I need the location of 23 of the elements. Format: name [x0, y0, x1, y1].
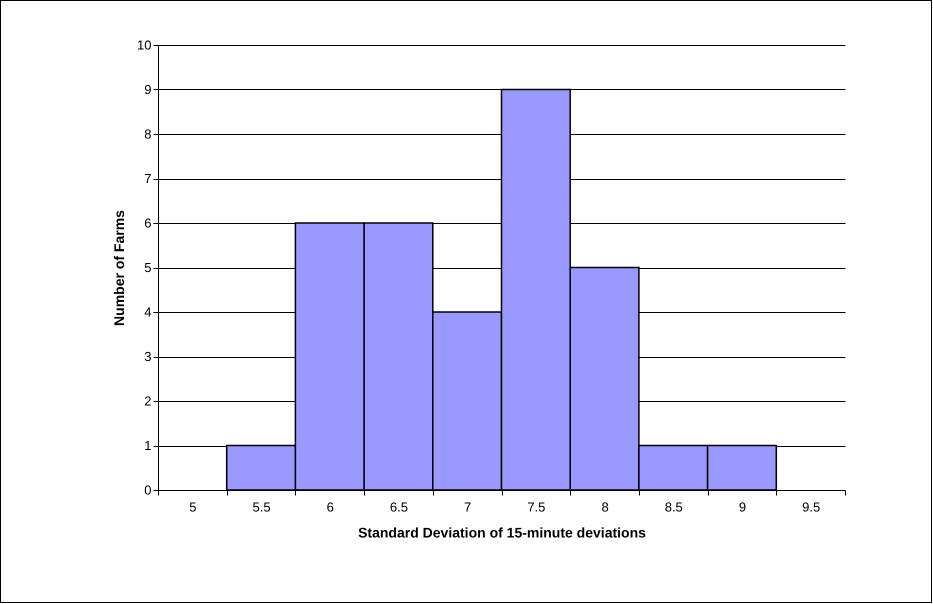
y-tick-label: 6: [144, 216, 152, 230]
y-tick-label: 1: [144, 438, 152, 453]
x-tick-label: 7: [464, 500, 472, 514]
y-axis-title: Number of Farms: [111, 210, 128, 326]
x-tick-label: 9.5: [802, 500, 820, 514]
y-tick-label: 4: [144, 304, 152, 320]
x-tick-label: 7.5: [527, 500, 546, 514]
y-tick-label: 3: [144, 349, 152, 364]
x-tick-label: 9: [738, 500, 746, 514]
y-tick-label: 10: [137, 38, 152, 52]
y-tick-label: 9: [144, 82, 152, 97]
x-tick-label: 5: [189, 500, 196, 514]
y-tick-label: 8: [144, 126, 152, 142]
x-tick-label: 5.5: [252, 500, 271, 514]
x-tick-label: 8: [601, 500, 609, 514]
x-axis-title: Standard Deviation of 15-minute deviations: [358, 524, 646, 540]
x-tick-label: 6: [326, 500, 334, 514]
y-tick-label: 5: [144, 260, 152, 275]
y-tick-label: 0: [144, 482, 152, 498]
x-tick-label: 6.5: [390, 500, 408, 514]
y-tick-label: 7: [144, 171, 152, 186]
x-tick-label: 8.5: [664, 500, 683, 514]
y-tick-label: 2: [144, 394, 152, 408]
